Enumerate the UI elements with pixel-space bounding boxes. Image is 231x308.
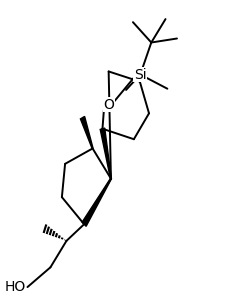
Text: Si: Si (133, 67, 146, 82)
Polygon shape (82, 178, 111, 226)
Polygon shape (80, 116, 93, 149)
Text: O: O (103, 98, 114, 112)
Polygon shape (100, 128, 111, 179)
Text: HO: HO (5, 280, 26, 294)
